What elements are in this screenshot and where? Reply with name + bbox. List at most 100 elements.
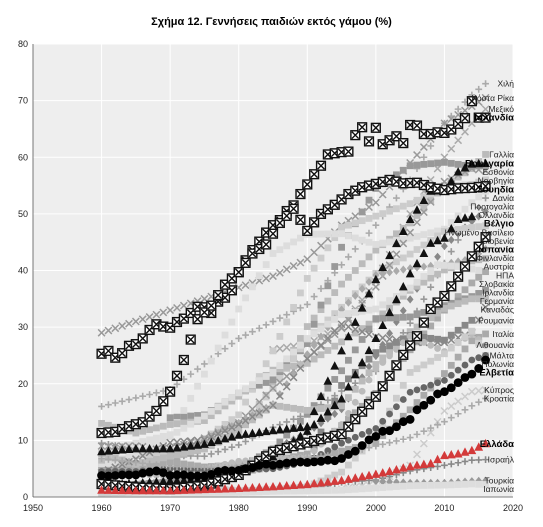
data-point [372, 425, 380, 432]
data-point [152, 485, 161, 495]
data-point [194, 452, 201, 460]
data-point [441, 228, 448, 235]
data-point [365, 196, 373, 204]
data-point [220, 434, 230, 443]
data-point [420, 262, 428, 271]
data-point [138, 451, 147, 460]
data-point [345, 436, 352, 444]
data-point [180, 413, 188, 420]
data-point [482, 341, 489, 349]
data-point [235, 305, 243, 313]
data-point [481, 158, 490, 167]
data-point [386, 483, 393, 491]
data-point [105, 401, 112, 409]
data-point [475, 354, 483, 362]
series-label-Χιλή: Χιλή [497, 79, 514, 89]
data-point [358, 284, 366, 293]
data-point [365, 306, 373, 314]
data-point [338, 280, 345, 288]
data-point [467, 387, 476, 396]
data-point [111, 324, 120, 333]
data-point [172, 485, 182, 495]
y-tick-label: 30 [18, 322, 28, 332]
data-point [338, 230, 345, 238]
data-point [317, 419, 325, 428]
series-label-Μάλτα: Μάλτα [490, 350, 514, 360]
data-point [310, 487, 318, 495]
data-point [316, 456, 326, 466]
data-point [345, 310, 352, 317]
data-point [324, 487, 332, 494]
data-point [427, 229, 435, 237]
series-label-Ρουμανία: Ρουμανία [478, 315, 514, 325]
data-point [338, 338, 345, 346]
data-point [235, 411, 243, 419]
data-point [475, 456, 483, 464]
data-point [378, 320, 388, 330]
data-point [413, 263, 421, 272]
data-point [146, 436, 153, 444]
data-point [310, 248, 319, 257]
data-point [186, 441, 196, 450]
data-point [165, 386, 176, 397]
data-point [297, 405, 304, 413]
data-point [475, 203, 483, 211]
data-point [187, 412, 195, 420]
data-point [323, 336, 332, 345]
series-label-Ισλανδία: Ισλανδία [474, 113, 514, 124]
data-point [207, 464, 215, 471]
data-point [481, 438, 490, 448]
data-point [393, 258, 400, 266]
data-point [276, 402, 284, 410]
data-point [249, 385, 256, 393]
data-point [441, 336, 448, 344]
data-point [214, 403, 222, 411]
data-point [393, 437, 400, 445]
data-point [138, 315, 147, 324]
data-point [427, 261, 435, 270]
data-point [454, 353, 462, 361]
data-point [365, 277, 373, 287]
data-point [309, 406, 319, 416]
data-point [139, 427, 147, 435]
series-ΗΠΑ [98, 261, 489, 471]
series-label-Κροατία: Κροατία [484, 394, 514, 404]
data-point [289, 373, 298, 382]
data-point [372, 246, 380, 254]
data-point [248, 405, 257, 413]
data-point [132, 394, 140, 402]
data-point [303, 487, 311, 495]
data-point [235, 441, 243, 449]
data-point [482, 481, 489, 488]
data-point [379, 210, 387, 218]
data-point [324, 282, 332, 290]
data-point [482, 268, 489, 276]
data-point [406, 388, 414, 396]
data-point [461, 321, 469, 329]
data-point [139, 438, 147, 445]
data-point [146, 391, 153, 398]
data-point [124, 444, 134, 453]
data-point [310, 336, 319, 345]
data-point [193, 440, 202, 449]
data-point [454, 397, 463, 406]
data-point [179, 485, 189, 494]
data-point [468, 316, 476, 324]
data-point [358, 377, 366, 385]
data-point [110, 471, 120, 480]
data-point [386, 207, 393, 215]
data-point [364, 288, 374, 298]
data-point [481, 303, 490, 312]
data-point [324, 230, 332, 238]
data-point [434, 345, 441, 352]
data-point [331, 316, 339, 323]
data-point [132, 449, 140, 457]
series-label-Τουρκία: Τουρκία [484, 476, 514, 486]
data-point [138, 444, 148, 453]
data-point [276, 375, 284, 382]
data-point [446, 383, 456, 393]
data-point [242, 385, 249, 393]
data-point [420, 273, 428, 280]
data-point [330, 476, 340, 485]
data-point [329, 199, 340, 210]
